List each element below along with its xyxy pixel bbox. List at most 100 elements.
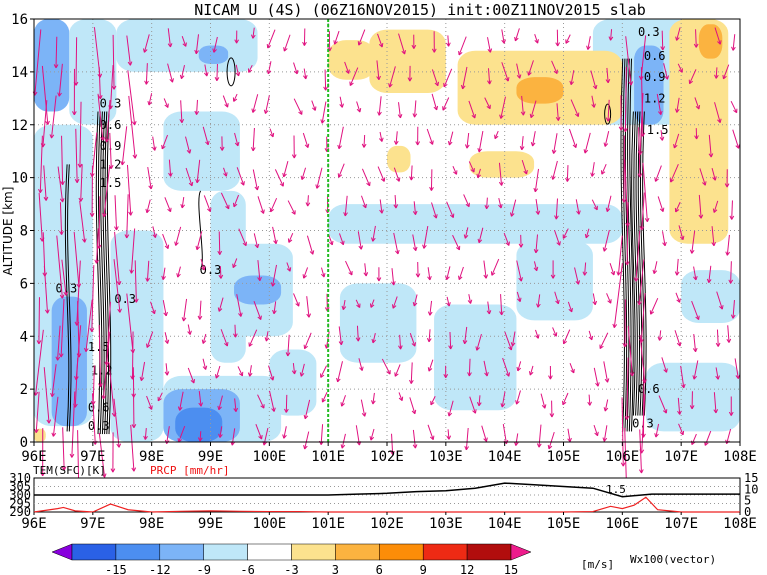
wind-vector <box>674 330 681 347</box>
surface-x-tick-label: 108E <box>723 516 757 532</box>
vector-head <box>569 80 575 86</box>
vector-head <box>238 371 244 377</box>
contour-line <box>604 103 612 125</box>
tem-tick-label: 310 <box>9 471 31 485</box>
wind-vector <box>103 166 111 217</box>
vector-head <box>411 44 417 49</box>
vector-head <box>487 48 493 53</box>
vector-head <box>69 453 75 458</box>
wind-vector <box>610 29 613 41</box>
wind-vector <box>148 93 153 106</box>
vector-head <box>401 50 406 55</box>
contour-line <box>226 57 236 87</box>
vector-head <box>36 340 42 345</box>
wind-vector <box>678 423 684 436</box>
wind-vector <box>452 234 460 251</box>
vector-head <box>624 415 630 420</box>
wind-vector <box>126 293 134 353</box>
wind-vector <box>57 166 64 203</box>
wind-vector <box>592 293 596 305</box>
vector-head <box>499 311 504 316</box>
contour-label: 0.6 <box>638 382 660 396</box>
vector-head <box>371 338 377 344</box>
contour-line <box>64 164 70 432</box>
wind-vector <box>126 194 129 239</box>
wind-vector <box>130 228 136 274</box>
wind-vector <box>75 128 78 183</box>
vector-head <box>101 473 107 478</box>
vector-head <box>164 371 170 376</box>
vector-head <box>498 204 503 209</box>
vector-head <box>369 303 375 308</box>
tem-tick-label: 305 <box>9 480 31 494</box>
vector-head <box>273 239 278 245</box>
wind-vector <box>127 70 136 125</box>
contour-label: 0.3 <box>88 419 110 433</box>
wind-vector <box>625 36 632 86</box>
vector-head <box>458 275 463 280</box>
wind-vector <box>370 428 375 441</box>
tem-tick-label: 290 <box>9 505 31 519</box>
wind-vector <box>584 132 591 154</box>
wind-vector <box>430 396 436 406</box>
wind-vector <box>134 260 137 303</box>
vector-head <box>536 443 542 448</box>
vector-head <box>356 303 361 308</box>
wind-vector <box>215 365 221 379</box>
vector-head <box>476 173 481 179</box>
vector-head <box>101 395 107 400</box>
colorbar-label: -12 <box>149 563 171 575</box>
wind-vector <box>713 200 719 213</box>
vector-head <box>320 273 326 278</box>
vector-head <box>673 144 678 149</box>
wind-vector <box>431 69 439 86</box>
wind-vector <box>394 364 401 377</box>
vector-head <box>42 272 48 277</box>
vector-head <box>659 136 665 141</box>
wind-vector <box>591 162 595 177</box>
vector-head <box>471 114 477 119</box>
vector-head <box>60 181 65 186</box>
wind-vector <box>627 326 633 376</box>
wind-vector <box>732 129 740 149</box>
vector-head <box>446 435 452 440</box>
vector-head <box>238 312 243 317</box>
wind-vector <box>491 258 500 276</box>
vector-head <box>49 134 55 139</box>
wind-vector <box>607 99 610 122</box>
wind-vector <box>267 61 272 74</box>
vector-head <box>584 233 590 239</box>
wind-vector <box>41 65 49 125</box>
vector-head <box>131 467 137 472</box>
wind-vector <box>548 431 555 450</box>
wind-vector <box>426 128 434 145</box>
wind-vector <box>658 395 667 414</box>
vector-head <box>359 366 364 371</box>
shaded-region <box>434 304 517 411</box>
vector-head <box>649 310 655 315</box>
vector-head <box>167 43 173 48</box>
vector-head <box>518 243 524 248</box>
vector-head <box>201 265 206 271</box>
colorbar-cell <box>247 543 292 561</box>
vector-head <box>338 340 344 346</box>
wind-vector <box>604 131 610 147</box>
wind-vector <box>203 195 211 212</box>
vector-head <box>131 393 137 398</box>
wind-vector <box>339 96 343 108</box>
vector-head <box>309 250 315 255</box>
vector-head <box>523 169 528 175</box>
vector-head <box>527 71 532 76</box>
wind-vector <box>606 195 612 212</box>
vector-head <box>676 298 681 303</box>
wind-vector <box>257 394 265 409</box>
wind-vector <box>286 262 291 272</box>
vector-head <box>218 433 223 438</box>
wind-vector <box>77 430 80 482</box>
vector-head <box>675 36 680 41</box>
vector-head <box>576 210 581 215</box>
vector-head <box>291 154 297 159</box>
vector-head <box>467 372 472 377</box>
surface-x-tick-label: 97E <box>80 516 105 532</box>
vector-head <box>433 105 439 111</box>
